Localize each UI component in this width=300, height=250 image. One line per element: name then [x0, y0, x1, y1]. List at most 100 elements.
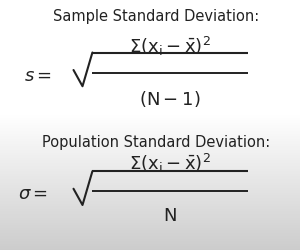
- Text: $\sigma =$: $\sigma =$: [18, 185, 48, 203]
- Bar: [0, 99, 300, 100]
- Bar: [0, 129, 300, 130]
- Bar: [0, 104, 300, 105]
- Bar: [0, 191, 300, 192]
- Bar: [0, 6, 300, 7]
- Bar: [0, 98, 300, 99]
- Bar: [0, 140, 300, 141]
- Bar: [0, 209, 300, 210]
- Bar: [0, 245, 300, 246]
- Bar: [0, 194, 300, 195]
- Bar: [0, 9, 300, 10]
- Bar: [0, 228, 300, 229]
- Bar: [0, 241, 300, 242]
- Bar: [0, 189, 300, 190]
- Bar: [0, 166, 300, 168]
- Bar: [0, 45, 300, 46]
- Bar: [0, 40, 300, 41]
- Bar: [0, 41, 300, 42]
- Bar: [0, 18, 300, 19]
- Bar: [0, 149, 300, 150]
- Bar: [0, 199, 300, 200]
- Text: $\mathrm{N}$: $\mathrm{N}$: [163, 207, 176, 225]
- Bar: [0, 11, 300, 13]
- Bar: [0, 238, 300, 239]
- Bar: [0, 220, 300, 221]
- Bar: [0, 102, 300, 104]
- Bar: [0, 84, 300, 85]
- Bar: [0, 212, 300, 214]
- Bar: [0, 5, 300, 6]
- Bar: [0, 156, 300, 158]
- Bar: [0, 172, 300, 174]
- Bar: [0, 15, 300, 16]
- Bar: [0, 21, 300, 22]
- Bar: [0, 44, 300, 45]
- Bar: [0, 94, 300, 95]
- Bar: [0, 179, 300, 180]
- Bar: [0, 148, 300, 149]
- Bar: [0, 236, 300, 238]
- Bar: [0, 235, 300, 236]
- Bar: [0, 240, 300, 241]
- Bar: [0, 56, 300, 58]
- Bar: [0, 224, 300, 225]
- Bar: [0, 135, 300, 136]
- Bar: [0, 126, 300, 128]
- Text: Population Standard Deviation:: Population Standard Deviation:: [42, 135, 270, 150]
- Bar: [0, 95, 300, 96]
- Bar: [0, 91, 300, 92]
- Bar: [0, 24, 300, 25]
- Bar: [0, 120, 300, 121]
- Bar: [0, 146, 300, 148]
- Bar: [0, 144, 300, 145]
- Bar: [0, 139, 300, 140]
- Bar: [0, 232, 300, 234]
- Bar: [0, 48, 300, 49]
- Bar: [0, 161, 300, 162]
- Bar: [0, 75, 300, 76]
- Bar: [0, 12, 300, 14]
- Bar: [0, 158, 300, 159]
- Bar: [0, 141, 300, 142]
- Bar: [0, 28, 300, 29]
- Bar: [0, 218, 300, 219]
- Bar: [0, 90, 300, 91]
- Bar: [0, 81, 300, 82]
- Bar: [0, 124, 300, 125]
- Bar: [0, 175, 300, 176]
- Bar: [0, 64, 300, 65]
- Bar: [0, 26, 300, 28]
- Bar: [0, 114, 300, 115]
- Bar: [0, 4, 300, 5]
- Bar: [0, 116, 300, 117]
- Bar: [0, 8, 300, 9]
- Bar: [0, 111, 300, 112]
- Bar: [0, 60, 300, 61]
- Bar: [0, 68, 300, 69]
- Bar: [0, 82, 300, 84]
- Bar: [0, 234, 300, 235]
- Bar: [0, 219, 300, 220]
- Bar: [0, 160, 300, 161]
- Bar: [0, 128, 300, 129]
- Text: $\Sigma(\mathrm{x_i} - \bar{\mathrm{x}})^2$: $\Sigma(\mathrm{x_i} - \bar{\mathrm{x}})…: [128, 152, 211, 175]
- Bar: [0, 244, 300, 245]
- Bar: [0, 112, 300, 114]
- Bar: [0, 69, 300, 70]
- Bar: [0, 89, 300, 90]
- Bar: [0, 138, 300, 139]
- Bar: [0, 58, 300, 59]
- Bar: [0, 118, 300, 119]
- Bar: [0, 136, 300, 138]
- Bar: [0, 249, 300, 250]
- Bar: [0, 221, 300, 222]
- Bar: [0, 66, 300, 68]
- Bar: [0, 109, 300, 110]
- Bar: [0, 1, 300, 2]
- Bar: [0, 106, 300, 108]
- Bar: [0, 108, 300, 109]
- Bar: [0, 210, 300, 211]
- Bar: [0, 38, 300, 39]
- Bar: [0, 211, 300, 212]
- Bar: [0, 142, 300, 144]
